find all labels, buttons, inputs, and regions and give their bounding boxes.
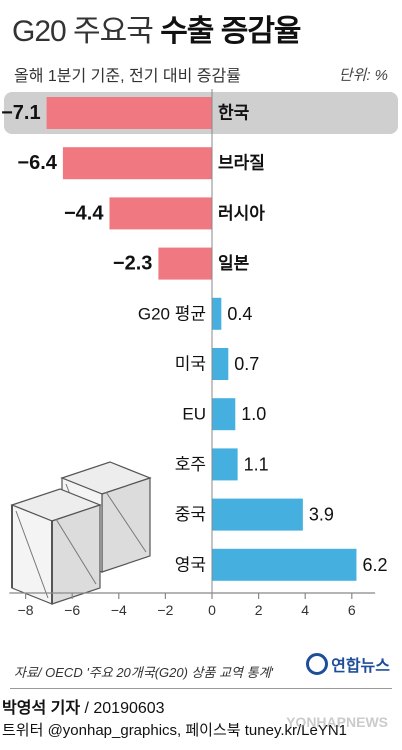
x-tick-label: 4: [301, 602, 309, 618]
subtitle: 올해 1분기 기준, 전기 대비 증감률: [14, 68, 241, 85]
bar: [212, 297, 222, 330]
value-label: 1.0: [241, 404, 266, 424]
value-label: 3.9: [309, 505, 334, 525]
reporter-credit: 박영석 기자 / 20190603: [2, 694, 165, 718]
x-tick-label: −2: [157, 602, 173, 618]
category-label: 중국: [175, 505, 206, 524]
x-tick-label: 2: [255, 602, 263, 618]
bar: [46, 97, 212, 129]
agency-logo-icon: [306, 653, 329, 675]
bar: [212, 498, 303, 531]
value-label: −4.4: [64, 202, 104, 224]
x-tick-label: −6: [64, 602, 80, 618]
social-links: 트위터 @yonhap_graphics, 페이스북 tuney.kr/LeYN…: [2, 722, 348, 739]
category-label: 영국: [175, 555, 206, 574]
category-label: 러시아: [218, 204, 265, 223]
reporter-date: / 20190603: [80, 700, 165, 717]
agency-logo: 연합뉴스: [306, 652, 390, 676]
bar: [212, 448, 238, 481]
unit-label: 단위: %: [338, 67, 388, 84]
footer-divider: [10, 688, 392, 689]
value-label: −6.4: [17, 152, 57, 174]
value-label: 0.7: [234, 354, 259, 374]
watermark: YONHAPNEWS: [286, 714, 388, 730]
bar: [212, 398, 236, 431]
title-countries: G20 주요국: [12, 15, 154, 48]
wooden-crates-icon: [10, 461, 152, 605]
category-label: 미국: [175, 355, 206, 374]
x-tick-label: 6: [348, 602, 356, 618]
agency-name: 연합뉴스: [331, 658, 390, 675]
category-label: 일본: [218, 254, 250, 273]
bar: [212, 548, 357, 581]
category-label: 한국: [218, 104, 250, 123]
page-title: G20 주요국 수출 증감율: [12, 6, 302, 50]
x-tick-label: 0: [208, 602, 216, 618]
title-topic: 수출 증감율: [160, 15, 301, 48]
value-label: 6.2: [362, 555, 387, 575]
category-label: EU: [182, 405, 206, 424]
bar: [109, 197, 212, 230]
value-label: 1.1: [244, 454, 269, 474]
reporter-name: 박영석 기자: [2, 700, 81, 717]
x-tick-label: −8: [18, 602, 34, 618]
source-note: 자료/ OECD '주요 20개국(G20) 상품 교역 통계': [14, 665, 274, 680]
value-label: 0.4: [227, 304, 252, 324]
category-label: 호주: [175, 455, 206, 474]
category-label: G20 평균: [138, 304, 206, 323]
category-label: 브라질: [218, 153, 265, 173]
bar: [212, 348, 229, 380]
x-tick-label: −4: [111, 602, 127, 618]
value-label: −7.1: [1, 102, 40, 124]
bar: [158, 247, 212, 280]
value-label: −2.3: [113, 253, 152, 275]
bar: [62, 147, 212, 180]
bar-chart: 한국 −7.1 브라질 −6.4 러시아 −4.4 일본 −2.3 G20 평균 0.4 미국 0.7…: [1, 89, 398, 618]
